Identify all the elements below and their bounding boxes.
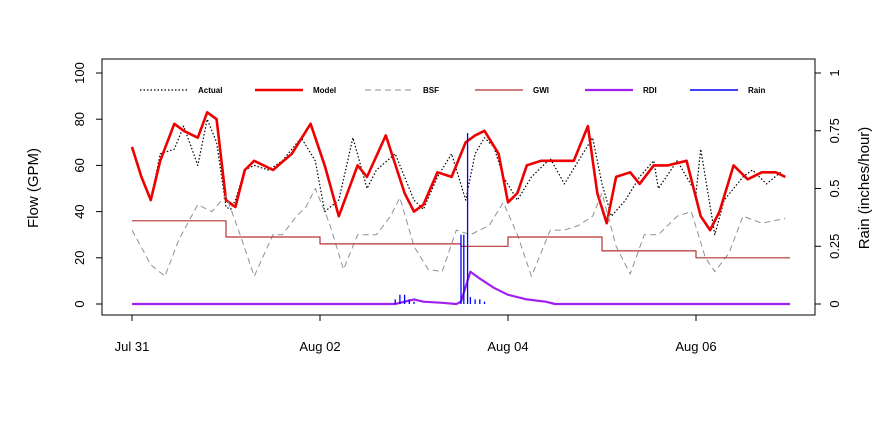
legend-label-actual: Actual (198, 86, 222, 95)
x-tick-label: Aug 02 (299, 339, 340, 354)
y-tick-label: 0 (72, 300, 87, 307)
series-actual-line (131, 118, 781, 236)
legend-label-gwi: GWI (533, 86, 549, 95)
plot-series (130, 111, 790, 306)
plot-frame (101, 58, 816, 316)
x-tick-label: Aug 04 (487, 339, 528, 354)
y-axis-title: Flow (GPM) (25, 148, 42, 228)
legend-label-rdi: RDI (643, 86, 657, 95)
right-axis: 0 0.25 0.5 0.75 1 (815, 69, 842, 308)
y-tick-label: 40 (72, 204, 87, 218)
x-tick-label: Jul 31 (115, 339, 150, 354)
y2-tick-label: 1 (827, 69, 842, 76)
y-tick-label: 100 (72, 62, 87, 84)
y-tick-label: 60 (72, 158, 87, 172)
legend-label-rain: Rain (748, 86, 765, 95)
y2-tick-label: 0.5 (827, 179, 842, 197)
bottom-axis: Jul 31 Aug 02 Aug 04 Aug 06 (115, 315, 717, 354)
y2-axis-title: Rain (inches/hour) (856, 127, 873, 250)
series-gwi-line (132, 220, 790, 259)
y2-tick-label: 0.75 (827, 118, 842, 143)
series-bsf-line (131, 188, 786, 277)
legend-label-model: Model (313, 86, 336, 95)
y2-tick-label: 0 (827, 300, 842, 307)
series-model-line (130, 111, 786, 232)
legend: Actual Model BSF GWI RDI Rain (140, 86, 765, 95)
legend-label-bsf: BSF (423, 86, 439, 95)
x-tick-label: Aug 06 (675, 339, 716, 354)
y2-tick-label: 0.25 (827, 234, 842, 259)
series-rdi-line (132, 270, 790, 306)
y-tick-label: 20 (72, 251, 87, 265)
left-axis: 0 20 40 60 80 100 (72, 62, 102, 308)
y-tick-label: 80 (72, 112, 87, 126)
